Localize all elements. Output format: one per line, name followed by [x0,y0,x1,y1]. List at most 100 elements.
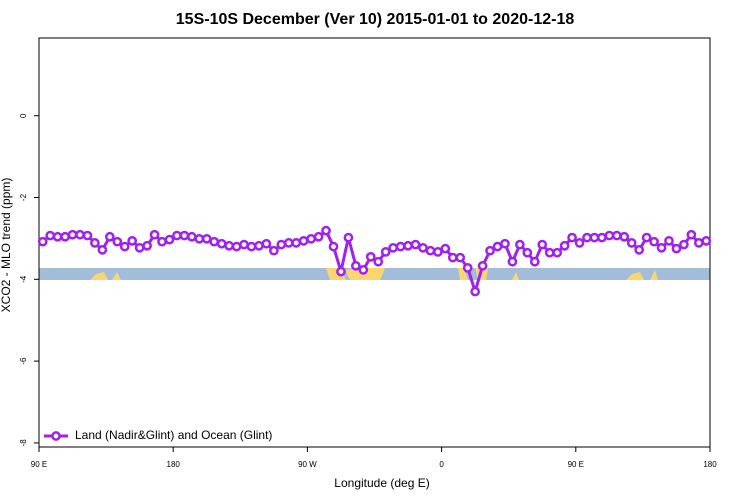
data-point [172,230,182,241]
data-point [597,232,607,243]
data-point [365,251,376,262]
data-point [254,240,264,251]
data-point [395,241,406,252]
data-point [619,231,630,242]
y-tick-label: -6 [19,357,28,365]
data-point [634,245,645,255]
y-tick-label: -8 [19,439,28,447]
x-tick-label: 0 [439,460,444,469]
data-point [388,242,398,253]
data-point [589,232,600,243]
data-point [67,229,78,240]
data-point [164,234,175,245]
y-axis-label: XCO2 - MLO trend (ppm) [0,178,13,313]
data-point [403,240,413,251]
data-point [291,238,302,248]
data-point [626,238,637,248]
data-point [507,256,518,267]
land-areas [90,268,658,280]
legend-label: Land (Nadir&Glint) and Ocean (Glint) [75,428,272,442]
data-point [410,239,421,250]
data-point [82,230,93,241]
data-point [582,232,592,243]
data-point [693,238,704,248]
data-point [209,236,220,247]
data-point [276,239,287,250]
data-point [149,229,160,240]
data-point [611,230,622,241]
data-point [201,233,212,244]
data-point [380,247,391,257]
data-point [60,231,70,242]
data-point [641,232,652,243]
data-point [664,236,674,246]
data-point [134,242,145,253]
data-point [313,231,324,242]
data-point [97,245,108,255]
data-point [358,265,369,275]
data-point [679,239,689,250]
data-point [298,236,309,246]
data-point [574,238,585,248]
data-point [529,256,540,267]
y-tick-label: -4 [19,275,28,283]
data-point [157,236,167,247]
data-point [246,241,257,252]
data-point [522,247,533,258]
data-point [336,266,346,277]
data-point [686,229,697,240]
chart-title: 15S-10S December (Ver 10) 2015-01-01 to … [176,11,575,28]
x-tick-label: 180 [167,460,181,469]
data-point [239,239,249,250]
data-point [37,236,48,247]
data-point [425,245,436,256]
data-point [537,239,548,250]
data-point [52,231,63,242]
data-point [485,245,495,256]
x-axis-label: Longitude (deg E) [334,476,429,490]
data-point [373,256,384,267]
data-point [552,247,563,258]
data-point [656,242,667,253]
data-point [45,230,56,241]
data-point [194,233,205,244]
x-tick-label: 90 W [298,460,317,469]
data-point [671,243,682,254]
x-tick-label: 180 [703,460,717,469]
data-point [261,238,272,249]
data-point [500,238,510,249]
data-point [351,260,361,271]
data-point [142,240,152,251]
data-point [604,230,615,241]
data-point [701,236,712,246]
data-point [119,241,130,252]
data-point [231,241,242,252]
data-point [306,233,316,244]
y-tick-label: 0 [19,113,28,118]
plot-frame [38,37,711,448]
data-point [515,239,525,250]
data-point [559,240,570,251]
data-point [477,260,488,271]
data-point [440,243,451,254]
data-point [492,241,503,252]
data-point [112,236,123,247]
data-point [269,245,279,256]
data-point [75,229,85,240]
data-point [343,232,354,243]
data-point [418,242,428,253]
data-point [544,247,555,258]
x-tick-label: 90 E [568,460,584,469]
data-point [433,247,443,257]
data-point [470,286,480,297]
data-point [224,240,234,251]
data-point [216,238,227,249]
data-point [328,241,339,252]
data-point [179,230,190,241]
data-point [186,231,197,242]
data-point [321,225,331,236]
data-point [447,252,458,263]
y-tick-label: -2 [19,193,28,201]
legend-marker [51,431,61,441]
